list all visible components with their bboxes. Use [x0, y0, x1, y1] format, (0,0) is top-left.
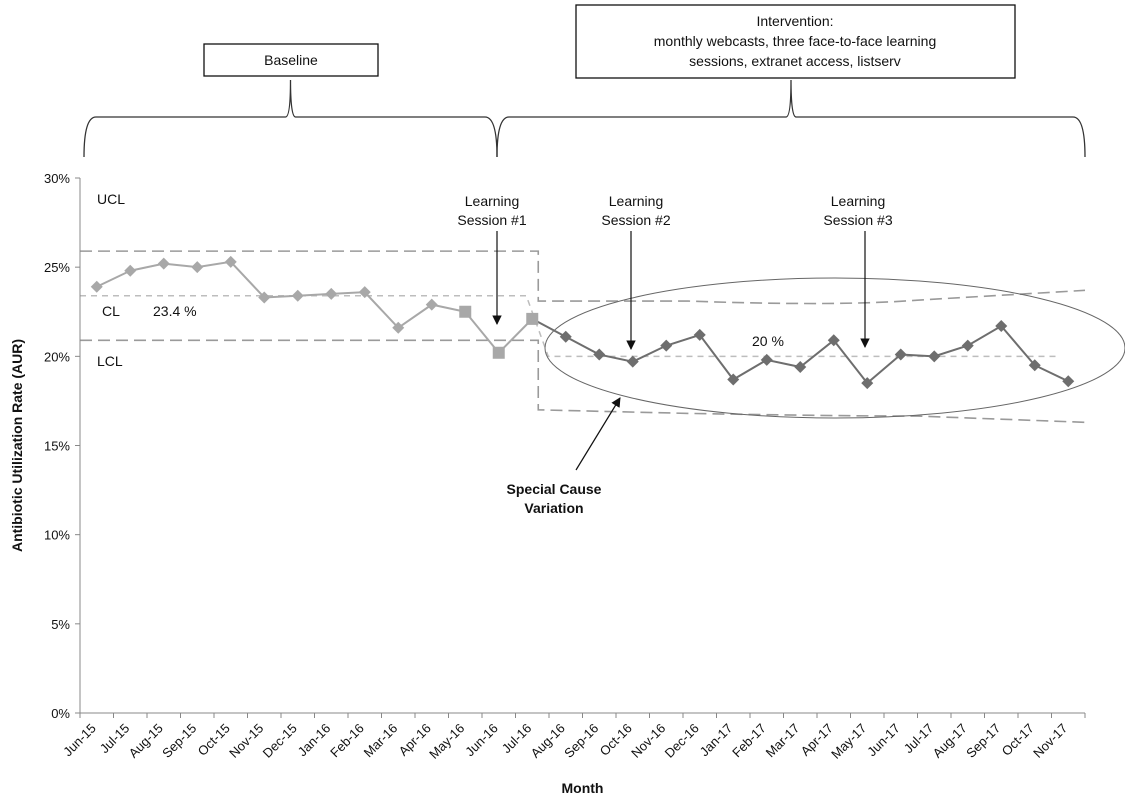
x-tick-label: Aug-17 — [930, 721, 970, 761]
x-tick-label: Nov-17 — [1030, 721, 1070, 761]
x-tick-label: May-16 — [426, 721, 467, 762]
data-point — [191, 261, 204, 274]
x-tick-label: Oct-17 — [999, 721, 1037, 759]
data-point — [1028, 359, 1041, 372]
intervention-label: sessions, extranet access, listserv — [689, 53, 901, 69]
special-cause-label: Variation — [524, 500, 583, 516]
data-point — [392, 321, 405, 334]
learning-session-1-label: Learning — [465, 193, 520, 209]
intervention-label: Intervention: — [756, 13, 833, 29]
intervention-series-line — [531, 318, 1069, 385]
x-tick-label: Sep-17 — [963, 721, 1003, 761]
data-point — [425, 298, 438, 311]
y-tick-label: 30% — [44, 171, 70, 186]
x-tick-label: Jun-16 — [462, 721, 501, 760]
x-tick-label: Feb-17 — [729, 721, 769, 761]
special-cause-ellipse — [544, 277, 1125, 419]
x-tick-label: Nov-16 — [628, 721, 668, 761]
baseline-brace — [83, 79, 498, 158]
y-tick-label: 5% — [51, 617, 70, 632]
x-tick-label: Aug-16 — [528, 721, 568, 761]
x-tick-label: Dec-15 — [260, 721, 300, 761]
data-point — [258, 291, 271, 304]
data-point — [894, 348, 907, 361]
data-point — [1062, 375, 1075, 388]
x-tick-label: Mar-16 — [361, 721, 401, 761]
data-point — [928, 350, 941, 363]
special-cause-arrow — [575, 397, 621, 471]
lcl-label: LCL — [97, 353, 123, 369]
x-tick-label: Jan-17 — [697, 721, 736, 760]
data-point-square — [459, 305, 472, 318]
x-tick-label: Mar-17 — [763, 721, 803, 761]
data-point — [727, 373, 740, 386]
data-point — [660, 339, 673, 352]
learning-session-1-label: Session #1 — [457, 212, 526, 228]
data-point — [358, 286, 371, 299]
data-point — [157, 257, 170, 270]
intervention-cl-value: 20 % — [752, 333, 784, 349]
data-point — [794, 361, 807, 374]
data-point — [291, 289, 304, 302]
x-tick-label: Oct-16 — [597, 721, 635, 759]
learning-session-3-label: Learning — [831, 193, 886, 209]
x-tick-label: Aug-15 — [126, 721, 166, 761]
learning-session-3-label: Session #3 — [823, 212, 892, 228]
x-tick-label: Dec-16 — [662, 721, 702, 761]
data-point — [90, 280, 103, 293]
y-tick-label: 10% — [44, 528, 70, 543]
data-point — [827, 334, 840, 347]
x-tick-label: Jun-17 — [864, 721, 903, 760]
data-point — [961, 339, 974, 352]
y-tick-label: 25% — [44, 260, 70, 275]
data-point — [325, 287, 338, 300]
center-line — [80, 294, 1059, 358]
x-tick-label: Feb-16 — [327, 721, 367, 761]
intervention-label: monthly webcasts, three face-to-face lea… — [654, 33, 936, 49]
learning-session-2-label: Learning — [609, 193, 664, 209]
ucl-label: UCL — [97, 191, 125, 207]
x-axis-title: Month — [562, 780, 604, 796]
data-point — [124, 264, 137, 277]
x-tick-label: Nov-15 — [226, 721, 266, 761]
x-tick-label: Oct-15 — [195, 721, 233, 759]
x-tick-label: Sep-15 — [159, 721, 199, 761]
y-tick-label: 0% — [51, 706, 70, 721]
y-axis-title: Antibiotic Utilization Rate (AUR) — [9, 339, 25, 552]
intervention-box — [575, 4, 1016, 79]
baseline-box — [203, 43, 379, 77]
x-tick-label: May-17 — [828, 721, 869, 762]
data-point — [693, 328, 706, 341]
x-tick-label: Sep-16 — [561, 721, 601, 761]
x-tick-label: Jun-15 — [60, 721, 99, 760]
cl-label: CL — [102, 303, 120, 319]
data-point — [995, 320, 1008, 333]
data-point — [626, 355, 639, 368]
data-point — [861, 377, 874, 390]
y-tick-label: 15% — [44, 439, 70, 454]
data-point — [593, 348, 606, 361]
data-point — [559, 330, 572, 343]
data-point — [224, 255, 237, 268]
intervention-brace — [496, 79, 1086, 158]
baseline-label: Baseline — [264, 52, 318, 68]
special-cause-label: Special Cause — [507, 481, 602, 497]
ucl-line — [80, 250, 1086, 305]
learning-session-2-label: Session #2 — [601, 212, 670, 228]
data-point — [760, 353, 773, 366]
data-point-square — [526, 312, 539, 325]
x-tick-label: Jan-16 — [295, 721, 334, 760]
baseline-cl-value: 23.4 % — [153, 303, 197, 319]
y-tick-label: 20% — [44, 349, 70, 364]
data-point-square — [492, 346, 505, 359]
